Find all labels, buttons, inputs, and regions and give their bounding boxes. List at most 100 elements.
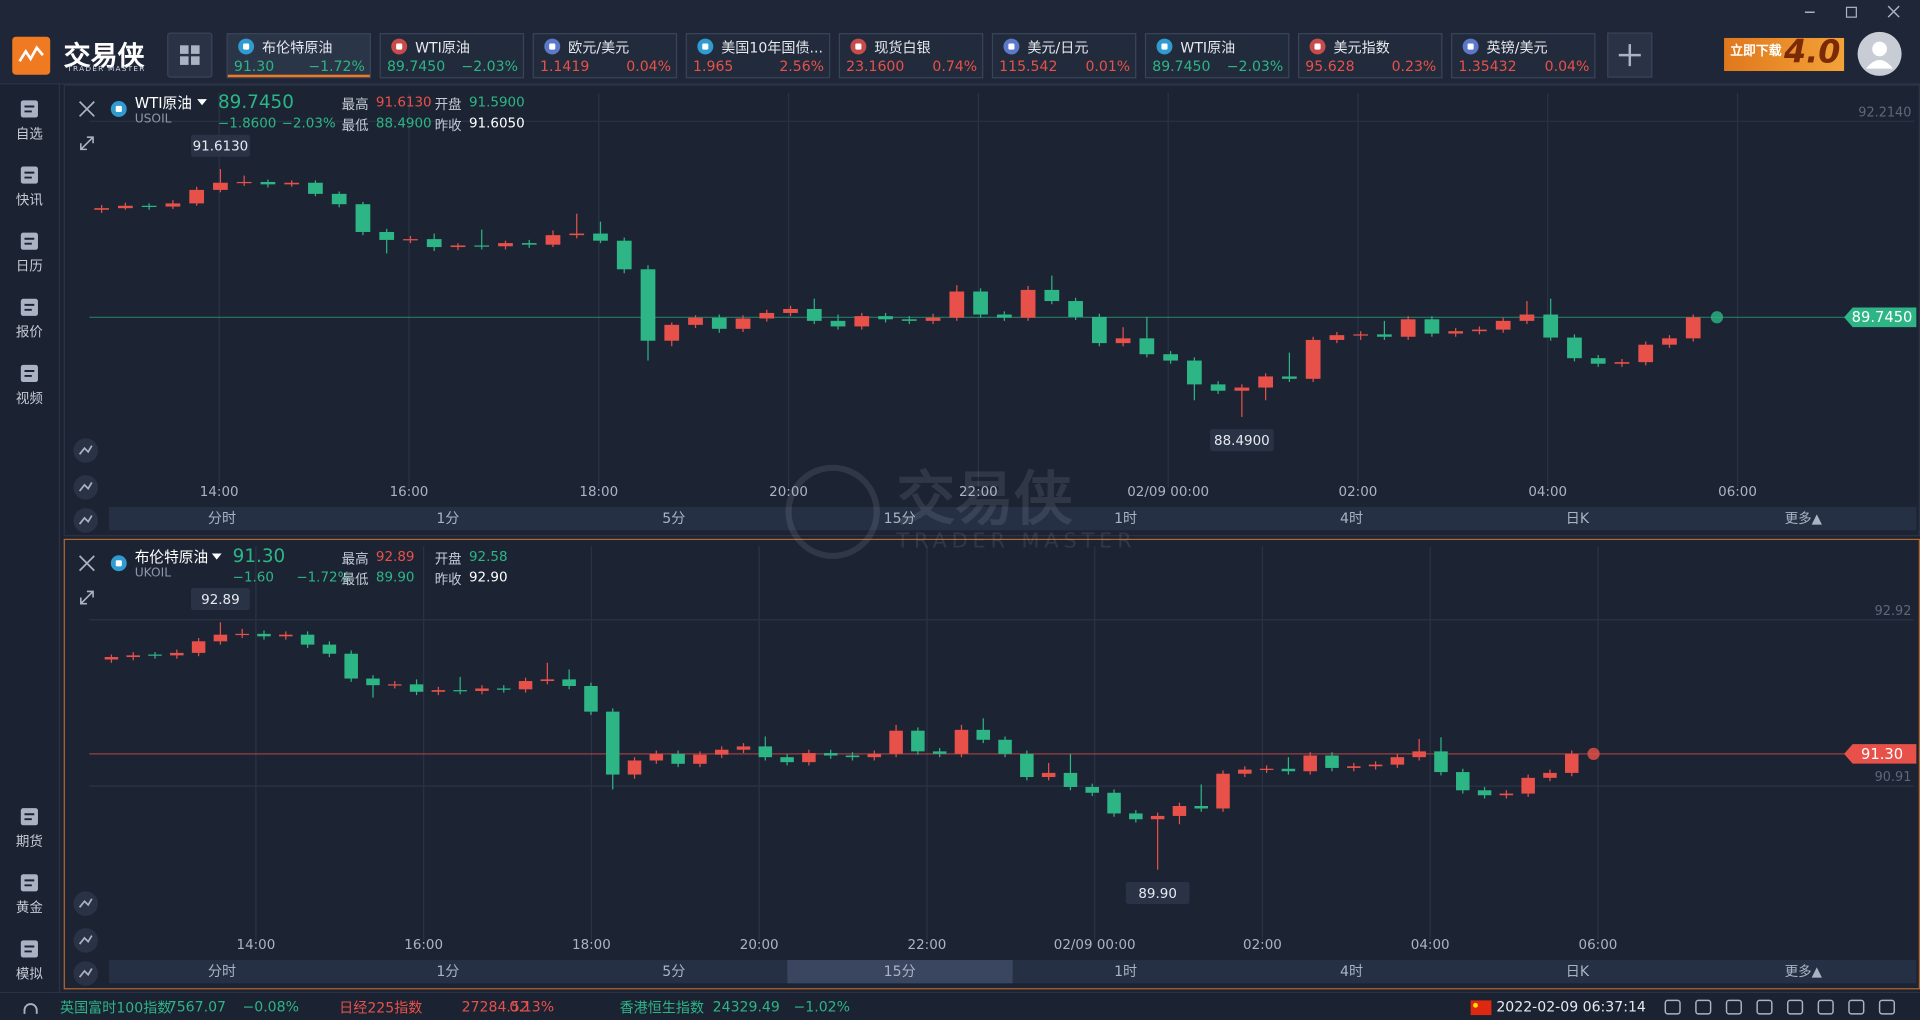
sidebar-item[interactable]: 黄金: [0, 871, 59, 927]
period-tab[interactable]: 4时: [1339, 962, 1364, 980]
sidebar-item[interactable]: 视频: [0, 361, 59, 417]
period-tab[interactable]: 分时: [207, 509, 237, 527]
candle-body: [403, 239, 418, 241]
chart-tool-button[interactable]: [73, 508, 98, 533]
ticker-card[interactable]: 英镑/美元 1.35432 0.04%: [1451, 33, 1596, 79]
candle-body: [1107, 792, 1121, 814]
symbol-name[interactable]: WTI原油: [134, 94, 192, 112]
user-avatar[interactable]: [1857, 31, 1902, 76]
sidebar-item[interactable]: 日历: [0, 229, 59, 285]
ticker-name: 布伦特原油: [262, 39, 333, 57]
ad-banner[interactable]: 立即下载 4.0: [1724, 37, 1845, 72]
ticker-card[interactable]: 现货白银 23.1600 0.74%: [838, 33, 984, 79]
period-bar: 分时 1分 5分 15分 1时 4时 日K 更多▲: [108, 506, 1917, 531]
candle-body: [1041, 772, 1056, 778]
chart-tool-button[interactable]: [73, 928, 98, 953]
period-tab[interactable]: 1分: [436, 509, 460, 527]
chart-tool-button[interactable]: [73, 475, 98, 500]
close-chart-button[interactable]: [75, 551, 99, 575]
candle-body: [1020, 753, 1034, 778]
chart-panel: 14:00 16:00 18:00 20:00 22:00 02/09 00:00 02:0…: [63, 538, 1920, 990]
chart-panel: 14:00 16:00 18:00 20:00 22:00 02/09 00:00 02:0…: [63, 84, 1920, 537]
support-icon[interactable]: [21, 998, 41, 1018]
period-more[interactable]: 更多▲: [1784, 963, 1823, 980]
ticker-card[interactable]: 布伦特原油 91.30 −1.72%: [226, 33, 372, 79]
status-icon: [1695, 999, 1712, 1015]
x-tick-label: 22:00: [908, 938, 947, 953]
sidebar-item[interactable]: 期货: [0, 804, 59, 860]
sidebar-item[interactable]: 自选: [0, 97, 59, 153]
close-chart-button[interactable]: [75, 97, 99, 121]
period-tab[interactable]: 分时: [207, 962, 237, 980]
sidebar-label: 日历: [15, 258, 43, 275]
period-more[interactable]: 更多▲: [1784, 510, 1823, 527]
symbol-dropdown[interactable]: [196, 98, 208, 108]
stat-value: 92.89: [375, 548, 415, 565]
expand-chart-button[interactable]: [75, 131, 99, 155]
watermark-name: 交易侠: [896, 465, 1073, 534]
period-tab[interactable]: 1时: [1114, 962, 1138, 980]
sidebar-item[interactable]: 模拟: [0, 937, 59, 993]
candle-body: [257, 633, 271, 637]
period-tab[interactable]: 1分: [436, 962, 460, 980]
ticker-card[interactable]: 美元/日元 115.542 0.01%: [991, 33, 1137, 79]
period-tab[interactable]: 5分: [662, 962, 686, 980]
candle-body: [409, 684, 424, 692]
close-icon: [78, 555, 95, 572]
candle-body: [1216, 773, 1230, 809]
high-callout: 92.89: [201, 593, 240, 608]
ticker-change: 0.74%: [932, 57, 978, 75]
period-tab[interactable]: 1时: [1114, 509, 1138, 527]
chart-tool-button[interactable]: [73, 961, 98, 986]
index-price: 24329.49: [712, 997, 780, 1016]
sidebar-item[interactable]: 报价: [0, 295, 59, 351]
period-tab[interactable]: 日K: [1565, 962, 1590, 980]
icon-inner: [1314, 43, 1321, 50]
candle-body: [94, 208, 109, 210]
candle-body: [322, 644, 337, 654]
ticker-card[interactable]: WTI原油 89.7450 −2.03%: [1144, 33, 1290, 79]
symbol-price: 89.7450: [217, 90, 294, 113]
period-tab[interactable]: 4时: [1339, 509, 1364, 527]
grid-icon-cell: [191, 56, 200, 65]
period-tab[interactable]: 15分: [786, 960, 1013, 984]
sidebar-label: 自选: [15, 126, 43, 143]
candle-body: [878, 316, 893, 320]
sidebar-icon: [20, 364, 38, 383]
ticker-price: 95.628: [1305, 57, 1355, 75]
add-ticker-button[interactable]: [1607, 32, 1653, 78]
ticker-card[interactable]: 美国10年国债... 1.965 2.56%: [685, 33, 831, 79]
candle-body: [845, 755, 860, 758]
candle-body: [1424, 319, 1440, 334]
ticker-icon: [1462, 38, 1479, 55]
index-change: 0.13%: [509, 997, 555, 1016]
logo-sub: TRADER MASTER: [67, 64, 146, 74]
high-callout: 91.6130: [193, 140, 249, 155]
ticker-card[interactable]: 美元指数 95.628 0.23%: [1297, 33, 1443, 79]
candle-body: [605, 711, 620, 775]
stat-label: 最低: [341, 571, 369, 588]
icon-shape: [20, 232, 38, 250]
chart-tool-button[interactable]: [73, 891, 98, 916]
icon-shape: [20, 364, 38, 383]
period-tab[interactable]: 15分: [883, 509, 916, 527]
candle-body: [475, 688, 489, 691]
ticker-card[interactable]: 欧元/美元 1.1419 0.04%: [532, 33, 678, 79]
chart-tool-button[interactable]: [73, 438, 98, 463]
symbol-dropdown[interactable]: [211, 552, 223, 562]
ticker-card[interactable]: WTI原油 89.7450 −2.03%: [379, 33, 525, 79]
index-name: 英国富时100指数: [60, 999, 172, 1017]
period-tab[interactable]: 5分: [662, 509, 686, 527]
icon-detail: [24, 945, 35, 953]
price-tag-label: 91.30: [1861, 746, 1903, 763]
symbol-name[interactable]: 布伦特原油: [134, 548, 209, 566]
window-controls: [1804, 5, 1900, 18]
period-tab[interactable]: 日K: [1565, 509, 1590, 527]
candle-body: [474, 245, 490, 247]
layout-button[interactable]: [167, 32, 213, 78]
sidebar-item[interactable]: 快讯: [0, 163, 59, 219]
expand-chart-button[interactable]: [75, 585, 99, 609]
icon-detail: [24, 879, 35, 887]
index-change: −0.08%: [242, 997, 299, 1016]
icon-inner: [1161, 43, 1168, 50]
